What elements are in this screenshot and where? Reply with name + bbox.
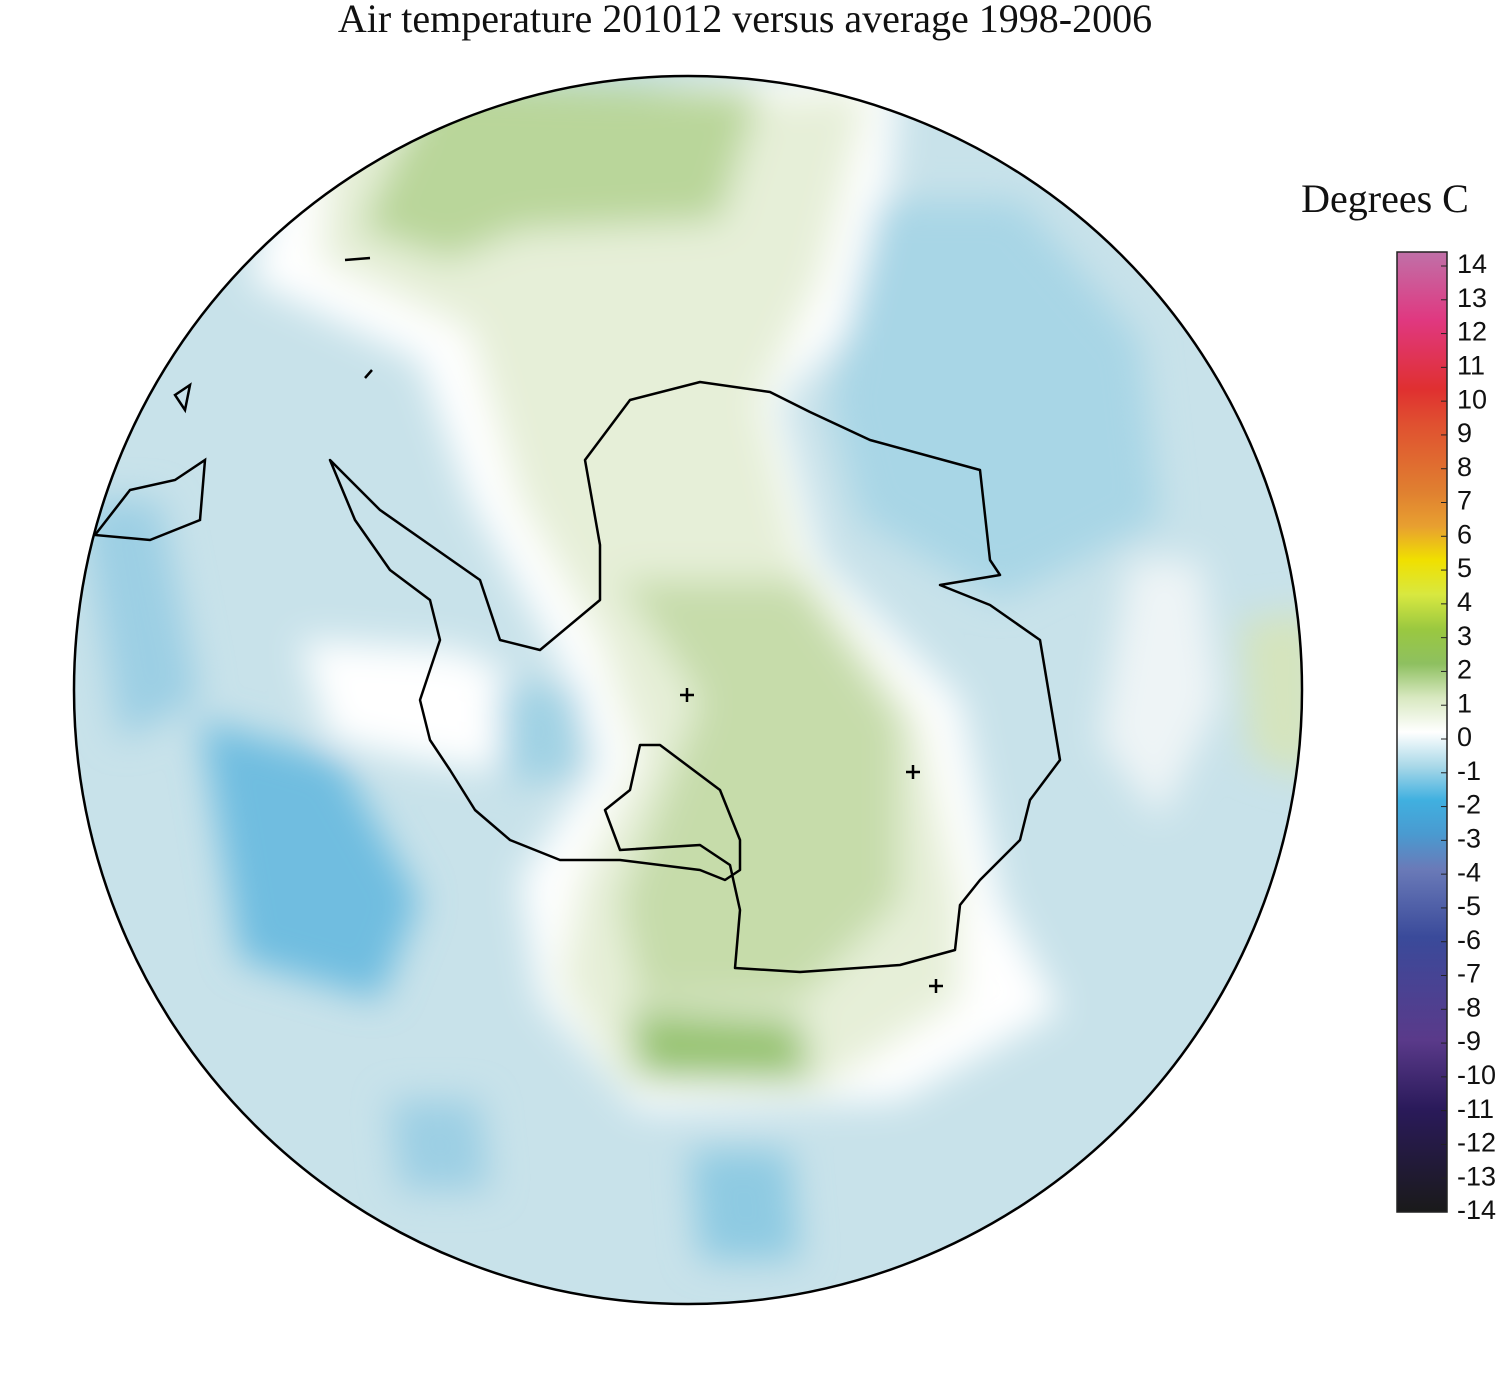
- colorbar-tick-label: -11: [1457, 1094, 1494, 1124]
- colorbar-tick-label: 13: [1457, 283, 1487, 313]
- station-marker: [680, 688, 943, 993]
- colorbar-tick-label: -9: [1457, 1026, 1481, 1056]
- colorbar-tick-label: 0: [1457, 722, 1472, 752]
- colorbar-tick-label: 2: [1457, 655, 1472, 685]
- colorbar-tick-label: -8: [1457, 992, 1481, 1022]
- colorbar-tick-label: 1: [1457, 688, 1472, 718]
- colorbar-ticks: 14131211109876543210-1-2-3-4-5-6-7-8-9-1…: [1441, 249, 1496, 1225]
- colorbar-tick-label: 10: [1457, 384, 1487, 414]
- colorbar-tick-label: -10: [1457, 1060, 1496, 1090]
- map-title: Air temperature 201012 versus average 19…: [338, 0, 1152, 41]
- colorbar-tick-label: -3: [1457, 823, 1481, 853]
- colorbar-tick-label: 8: [1457, 452, 1472, 482]
- colorbar-tick-label: -14: [1457, 1195, 1496, 1225]
- colorbar-tick-label: 5: [1457, 553, 1472, 583]
- colorbar-tick-label: 11: [1457, 350, 1485, 380]
- colorbar-tick-label: 12: [1457, 317, 1487, 347]
- colorbar-tick-label: -1: [1457, 756, 1481, 786]
- colorbar-tick-label: 6: [1457, 519, 1472, 549]
- colorbar-tick-label: 9: [1457, 418, 1472, 448]
- temperature-field: [74, 76, 1302, 1304]
- colorbar-tick-label: -7: [1457, 959, 1481, 989]
- colorbar-tick-label: -4: [1457, 857, 1481, 887]
- colorbar-tick-label: -12: [1457, 1128, 1496, 1158]
- coastline: [92, 457, 207, 542]
- colorbar-tick-label: 7: [1457, 486, 1472, 516]
- colorbar-tick-label: 4: [1457, 587, 1472, 617]
- coastline: [328, 380, 1062, 974]
- colorbar-tick-label: -13: [1457, 1161, 1496, 1191]
- colorbar-tick-label: 14: [1457, 249, 1487, 279]
- legend-label: Degrees C: [1301, 176, 1469, 221]
- coastline: [173, 256, 373, 414]
- colorbar-tick-label: -2: [1457, 790, 1481, 820]
- map-boundary: [72, 74, 1304, 1306]
- colorbar-tick-label: -5: [1457, 891, 1481, 921]
- colorbar-tick-label: -6: [1457, 925, 1481, 955]
- colorbar: [1396, 251, 1448, 1213]
- colorbar-tick-label: 3: [1457, 621, 1472, 651]
